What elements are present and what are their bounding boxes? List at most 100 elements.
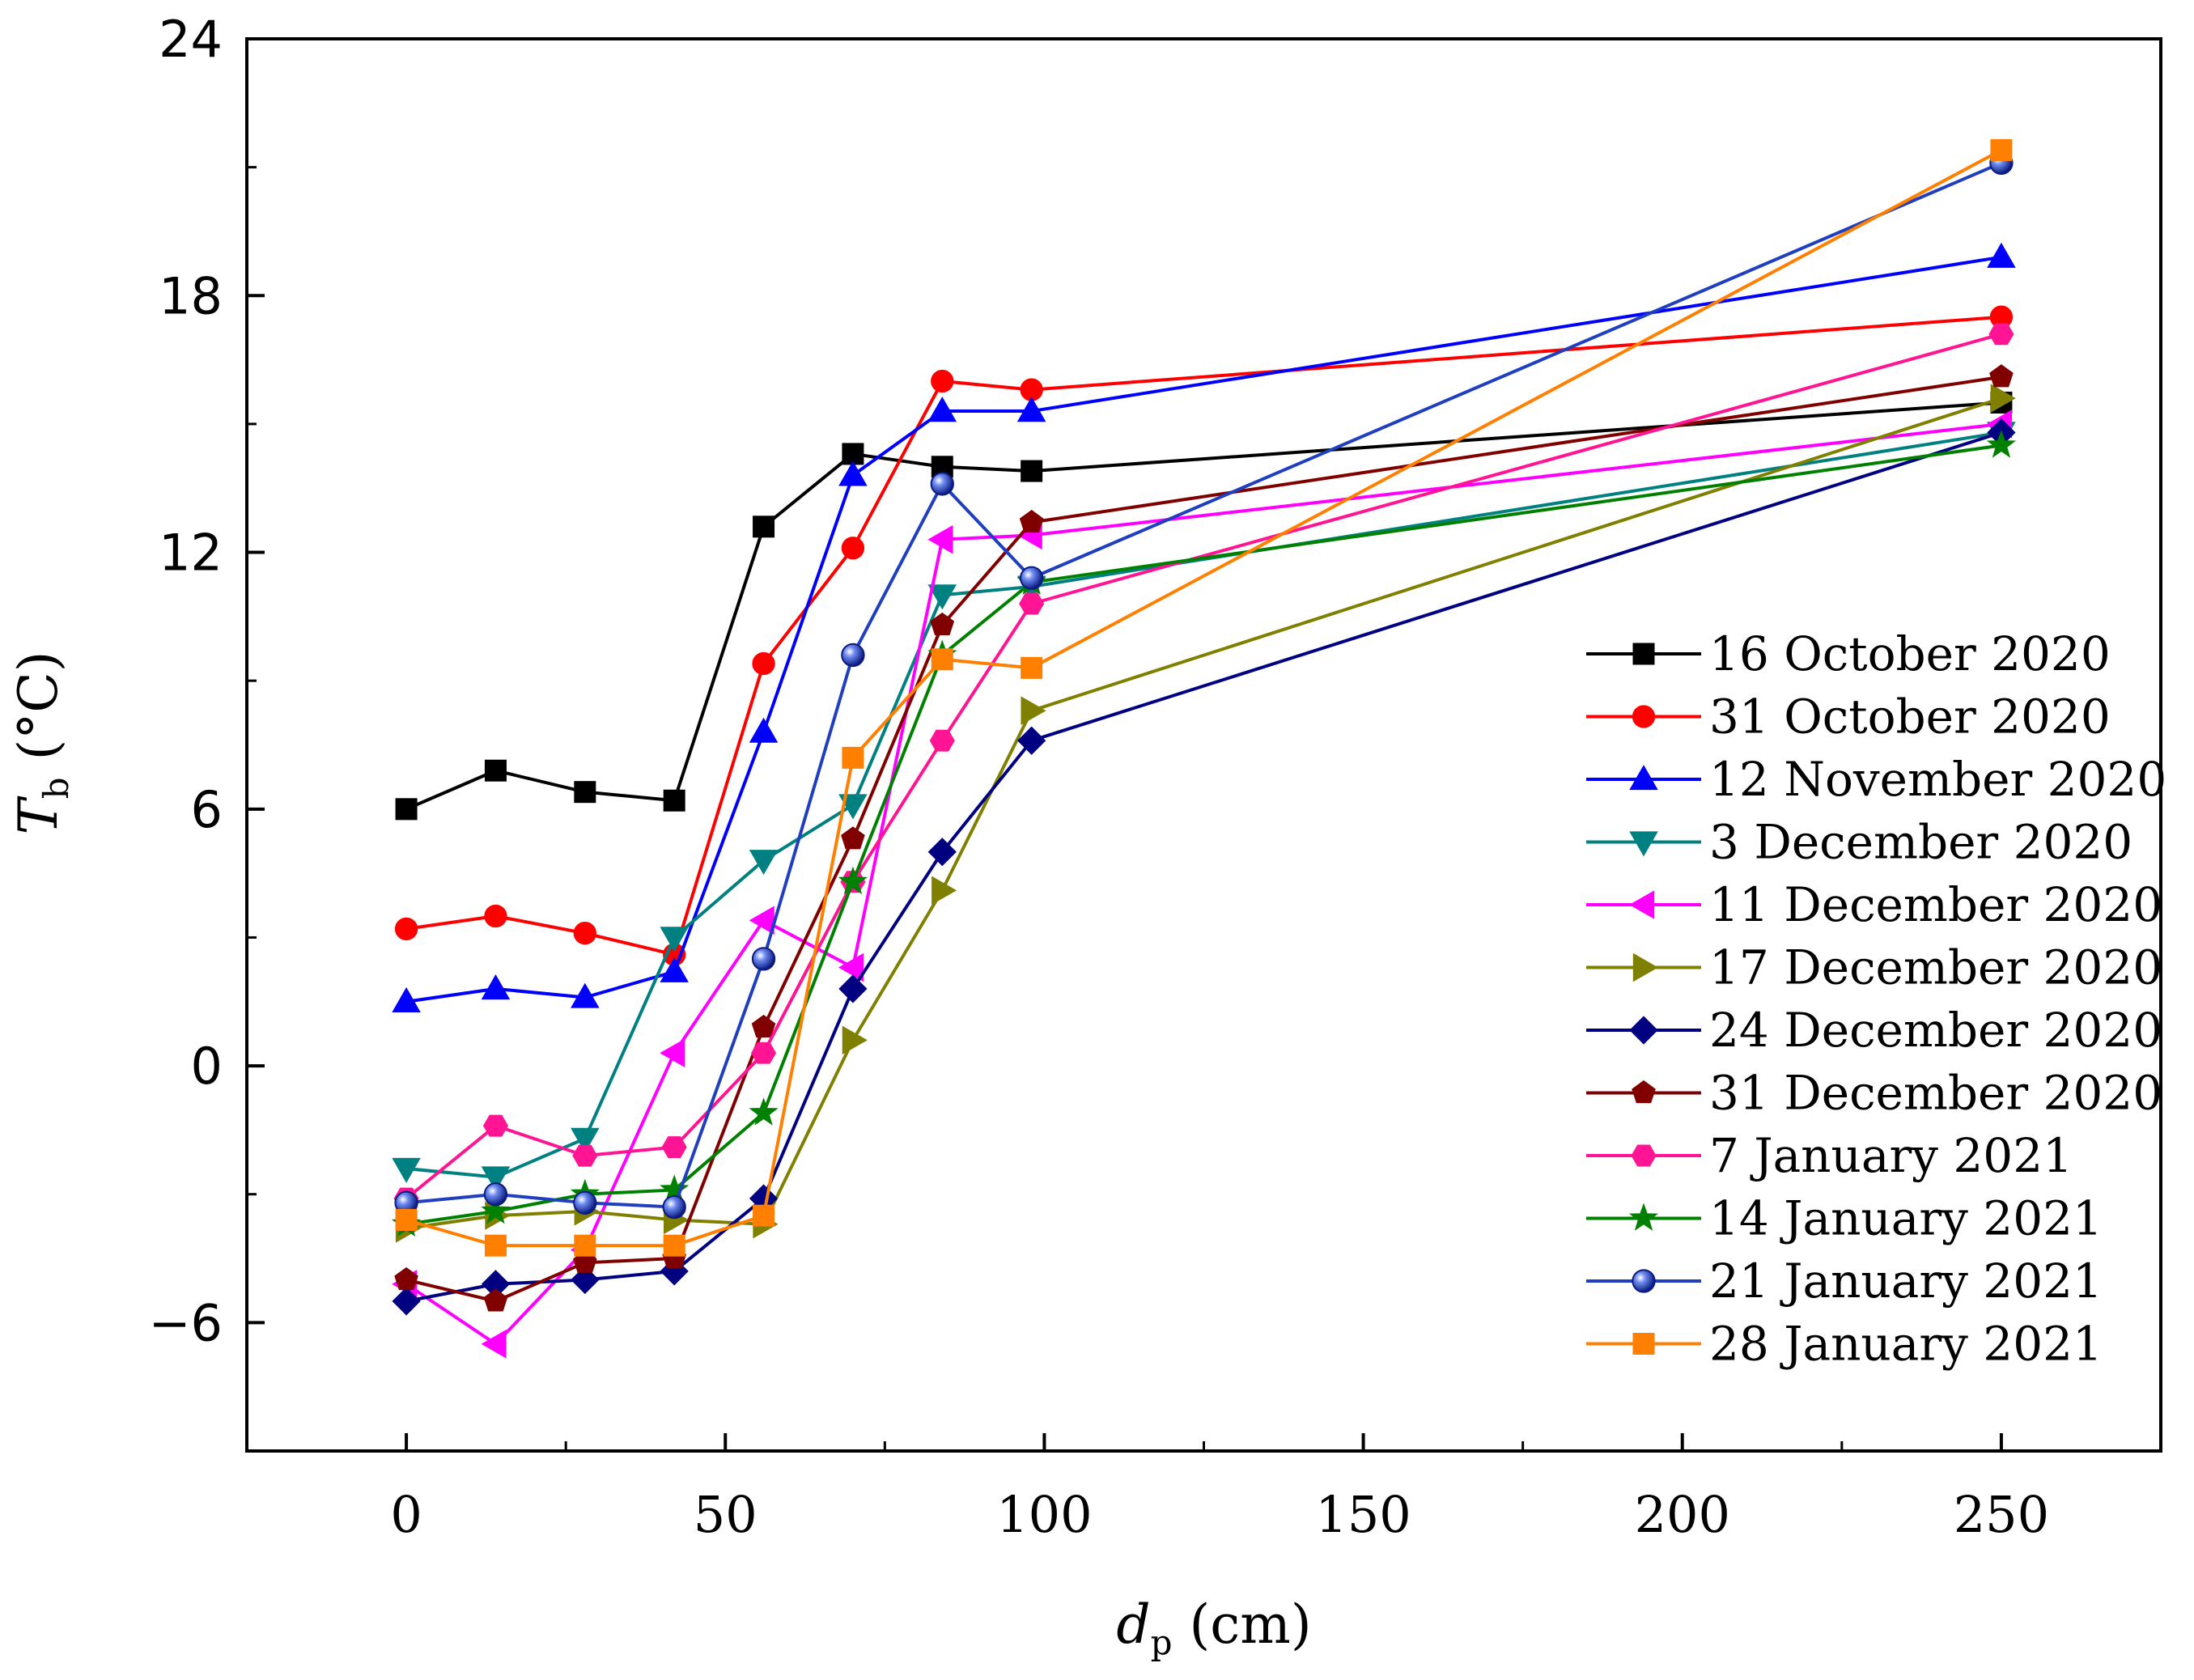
y-axis-label: Tb (°C) bbox=[7, 651, 76, 835]
marker-diamond bbox=[571, 1265, 600, 1295]
marker-circle bbox=[484, 904, 507, 928]
x-axis-label: dp (cm) bbox=[1116, 1593, 1311, 1662]
series-31-december-2020 bbox=[394, 364, 2014, 1312]
legend-label: 3 December 2020 bbox=[1709, 815, 2132, 870]
marker-hexagon bbox=[929, 729, 955, 752]
marker-triangle-down bbox=[660, 927, 689, 952]
marker-square bbox=[395, 1208, 418, 1231]
marker-star bbox=[1986, 430, 2017, 458]
y-tick-label: −6 bbox=[149, 1293, 223, 1352]
legend-item: 12 November 2020 bbox=[1586, 752, 2166, 807]
x-axis-label-sub: p bbox=[1151, 1623, 1173, 1662]
marker-triangle-down bbox=[571, 1127, 600, 1153]
y-tick-label: 6 bbox=[191, 780, 223, 839]
x-tick-label: 250 bbox=[1954, 1485, 2049, 1544]
marker-diamond bbox=[927, 838, 957, 867]
series-line bbox=[405, 401, 2002, 811]
marker-triangle-down bbox=[392, 1157, 421, 1183]
x-tick-label: 100 bbox=[996, 1485, 1092, 1544]
y-tick-label: 0 bbox=[191, 1037, 223, 1096]
marker-triangle-right bbox=[1632, 952, 1658, 982]
marker-square bbox=[484, 759, 507, 782]
legend-label: 14 January 2021 bbox=[1709, 1191, 2103, 1246]
legend: 16 October 2020 31 October 2020 12 Novembe… bbox=[1586, 626, 2166, 1372]
marker-sphere bbox=[930, 472, 954, 496]
legend-label: 7 January 2021 bbox=[1709, 1128, 2073, 1183]
marker-triangle-left bbox=[660, 1038, 685, 1067]
marker-star bbox=[749, 1097, 779, 1126]
marker-triangle-up bbox=[1016, 397, 1046, 422]
marker-circle bbox=[573, 922, 596, 945]
legend-label: 21 January 2021 bbox=[1709, 1254, 2103, 1309]
legend-item: 16 October 2020 bbox=[1586, 626, 2111, 681]
y-axis-label-main: T bbox=[7, 795, 70, 834]
marker-triangle-right bbox=[931, 876, 957, 906]
marker-square bbox=[753, 1204, 775, 1227]
marker-square bbox=[574, 1234, 596, 1257]
series-layer bbox=[391, 138, 2017, 1359]
marker-triangle-down bbox=[481, 1166, 511, 1192]
marker-pentagon bbox=[394, 1266, 418, 1291]
marker-triangle-left bbox=[927, 524, 953, 554]
marker-square bbox=[663, 1234, 685, 1257]
marker-triangle-up bbox=[571, 982, 600, 1008]
marker-circle bbox=[1632, 705, 1656, 728]
marker-circle bbox=[394, 917, 418, 941]
marker-triangle-up bbox=[1629, 765, 1658, 791]
marker-triangle-up bbox=[660, 957, 689, 982]
plot-frame bbox=[245, 37, 2162, 1453]
y-axis-label-sub: b bbox=[36, 778, 76, 800]
marker-star bbox=[1628, 1203, 1659, 1231]
marker-square bbox=[484, 1234, 507, 1257]
legend-item: 11 December 2020 bbox=[1586, 877, 2162, 932]
marker-hexagon bbox=[1631, 1144, 1657, 1167]
marker-triangle-up bbox=[749, 717, 779, 743]
series-12-november-2020 bbox=[392, 242, 2016, 1012]
marker-circle bbox=[752, 651, 775, 676]
legend-label: 24 December 2020 bbox=[1709, 1003, 2162, 1058]
marker-triangle-up bbox=[481, 974, 511, 1000]
legend-label: 31 December 2020 bbox=[1709, 1066, 2162, 1121]
legend-label: 12 November 2020 bbox=[1709, 752, 2166, 807]
legend-item: 28 January 2021 bbox=[1586, 1317, 2103, 1372]
marker-diamond bbox=[838, 974, 868, 1003]
marker-triangle-right bbox=[842, 1025, 868, 1055]
marker-pentagon bbox=[1989, 364, 2014, 388]
marker-diamond bbox=[1017, 726, 1046, 755]
marker-triangle-down bbox=[927, 584, 957, 610]
marker-sphere bbox=[573, 1190, 597, 1215]
legend-item: 31 October 2020 bbox=[1586, 689, 2111, 745]
marker-sphere bbox=[841, 643, 865, 668]
y-tick-label: 18 bbox=[159, 266, 223, 325]
marker-pentagon bbox=[1632, 1080, 1656, 1104]
marker-square bbox=[753, 515, 775, 538]
marker-square bbox=[395, 798, 418, 821]
marker-hexagon bbox=[1019, 592, 1045, 615]
marker-triangle-left bbox=[1629, 890, 1655, 919]
marker-square bbox=[1990, 138, 2013, 161]
legend-item: 17 December 2020 bbox=[1586, 940, 2162, 995]
marker-square bbox=[574, 781, 596, 804]
y-tick-labels: −6 0 6 12 18 24 bbox=[149, 10, 223, 1352]
marker-square bbox=[663, 789, 685, 812]
marker-triangle-down bbox=[749, 850, 779, 876]
marker-square bbox=[1021, 460, 1043, 482]
legend-label: 17 December 2020 bbox=[1709, 940, 2162, 995]
marker-sphere bbox=[751, 947, 776, 971]
legend-item: 3 December 2020 bbox=[1586, 815, 2132, 870]
marker-square bbox=[842, 746, 864, 769]
y-tick-label: 24 bbox=[159, 10, 223, 69]
marker-triangle-right bbox=[1021, 696, 1046, 725]
marker-triangle-up bbox=[838, 460, 868, 486]
legend-item: 31 December 2020 bbox=[1586, 1066, 2162, 1121]
series-16-october-2020 bbox=[395, 391, 2013, 821]
x-tick-label: 200 bbox=[1635, 1485, 1730, 1544]
marker-triangle-up bbox=[1987, 242, 2016, 268]
y-tick-label: 12 bbox=[159, 524, 223, 583]
marker-hexagon bbox=[1988, 323, 2014, 346]
marker-sphere bbox=[483, 1182, 508, 1207]
marker-circle bbox=[931, 369, 954, 393]
marker-triangle-left bbox=[749, 906, 774, 935]
x-axis-label-unit: (cm) bbox=[1173, 1593, 1312, 1656]
